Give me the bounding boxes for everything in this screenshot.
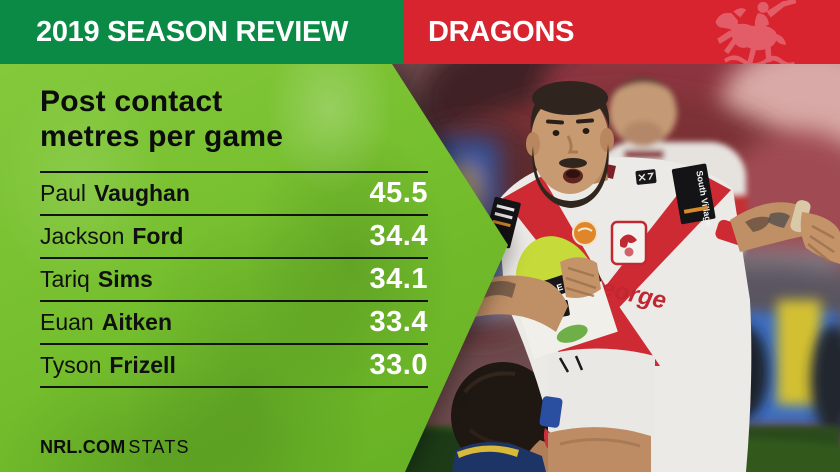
panel-title-line2: metres per game [40, 120, 284, 153]
player-surname: Frizell [109, 352, 176, 378]
stats-table: Paul Vaughan 45.5 Jackson Ford 34.4 Tari… [40, 171, 428, 388]
xb-patch [635, 169, 657, 185]
stats-wordmark: STATS [128, 437, 190, 457]
stat-row: Paul Vaughan 45.5 [40, 173, 428, 216]
main-player-head [526, 81, 614, 208]
nrl-com-wordmark: NRL.COM [40, 437, 126, 457]
player-name: Euan Aitken [40, 309, 172, 336]
stat-row: Euan Aitken 33.4 [40, 302, 428, 345]
player-first-name: Euan [40, 309, 94, 335]
main-player-left-arm [470, 257, 601, 332]
stats-panel [0, 64, 512, 472]
player-first-name: Tariq [40, 266, 90, 292]
player-name: Tyson Frizell [40, 352, 176, 379]
stat-value: 33.0 [369, 349, 428, 381]
stat-row: Jackson Ford 34.4 [40, 216, 428, 259]
stat-value: 33.4 [369, 306, 428, 338]
main-player: South Village george STEEDEN [470, 81, 840, 472]
panel-title: Post contact metres per game [40, 84, 440, 154]
nrl-stats-wordmark: NRL.COM STATS [40, 437, 190, 458]
club-emblem-icon [715, 0, 797, 64]
season-review-banner: 2019 SEASON REVIEW [0, 0, 403, 64]
stat-value: 45.5 [369, 177, 428, 209]
stat-row: Tariq Sims 34.1 [40, 259, 428, 302]
team-label: DRAGONS [428, 15, 575, 48]
player-first-name: Jackson [40, 223, 125, 249]
main-player-shorts [539, 348, 655, 472]
stats-panel-content: Post contact metres per game Paul Vaugha… [0, 64, 440, 472]
player-first-name: Paul [40, 180, 87, 206]
season-review-label: 2019 SEASON REVIEW [36, 15, 349, 48]
player-name: Tariq Sims [40, 266, 153, 293]
panel-title-line1: Post contact [40, 85, 223, 118]
stats-panel-background [0, 64, 508, 472]
sleeve-patch: South Village [671, 163, 716, 227]
stat-value: 34.1 [369, 263, 428, 295]
player-surname: Ford [132, 223, 184, 249]
player-name: Paul Vaughan [40, 180, 190, 207]
club-crest [610, 220, 648, 266]
player-first-name: Tyson [40, 352, 102, 378]
stat-row: Tyson Frizell 33.0 [40, 345, 428, 388]
player-surname: Vaughan [94, 180, 190, 206]
sponsor-badge [572, 220, 598, 246]
player-surname: Sims [97, 266, 153, 292]
team-banner: DRAGONS [403, 0, 840, 64]
player-name: Jackson Ford [40, 223, 183, 250]
main-player-right-arm [715, 200, 840, 264]
stat-value: 34.4 [369, 220, 428, 252]
player-surname: Aitken [101, 309, 173, 335]
header: 2019 SEASON REVIEW DRAGONS [0, 0, 840, 64]
